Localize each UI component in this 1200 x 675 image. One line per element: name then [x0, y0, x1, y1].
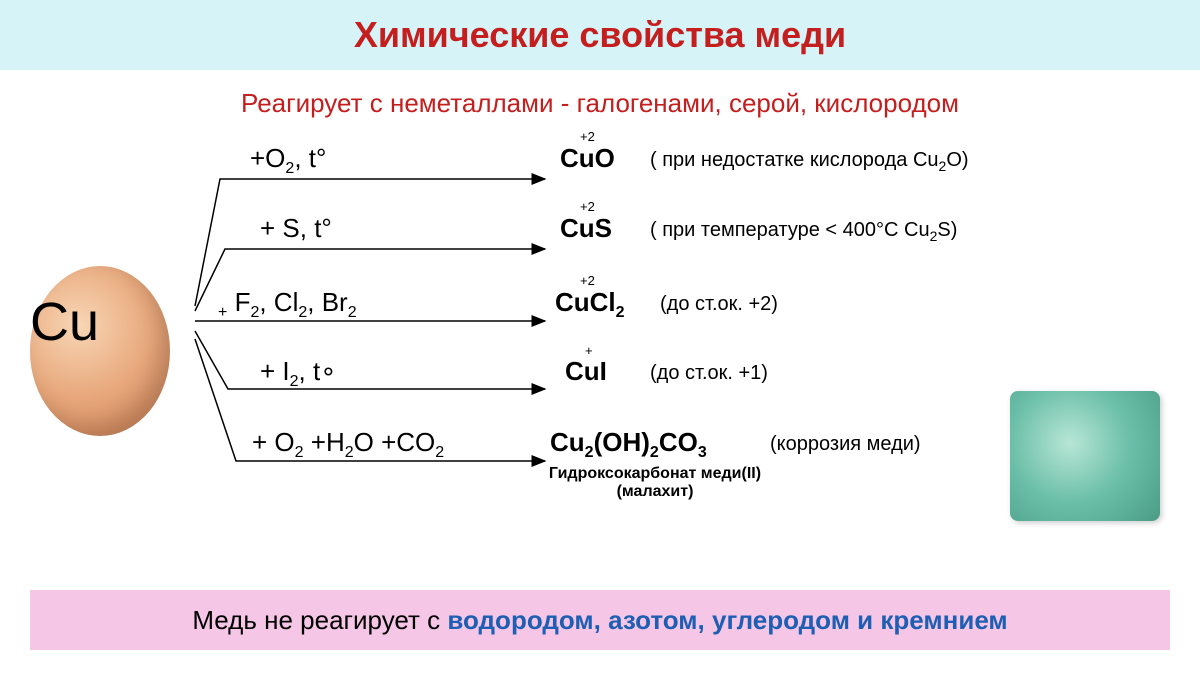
- diagram: Cu +O2, t°CuO+2( при недостатке кислород…: [0, 131, 1200, 571]
- element-symbol: Cu: [30, 291, 99, 353]
- bottom-text: Медь не реагирует с водородом, азотом, у…: [192, 605, 1007, 636]
- reagent-1: + S, t°: [260, 213, 332, 244]
- note-0: ( при недостатке кислорода Cu2O): [650, 149, 969, 174]
- product-1: CuS: [560, 213, 612, 244]
- oxidation-state-2: +2: [580, 273, 595, 288]
- note-2: (до ст.ок. +2): [660, 293, 778, 316]
- reagent-0: +O2, t°: [250, 143, 326, 178]
- product-2: CuCl2: [555, 287, 625, 322]
- subtitle: Реагирует с неметаллами - галогенами, се…: [0, 88, 1200, 119]
- product-0: CuO: [560, 143, 615, 174]
- oxidation-state-0: +2: [580, 129, 595, 144]
- oxidation-state-3: +: [585, 343, 593, 358]
- note-1: ( при температуре < 400°C Cu2S): [650, 219, 957, 244]
- title-bar: Химические свойства меди: [0, 0, 1200, 70]
- bottom-bar: Медь не реагирует с водородом, азотом, у…: [30, 590, 1170, 650]
- page-title: Химические свойства меди: [354, 14, 846, 56]
- reagent-2: + F2, Cl2, Br2: [218, 287, 357, 322]
- product-3: CuI: [565, 356, 607, 387]
- note-4: (коррозия меди): [770, 433, 921, 456]
- note-3: (до ст.ок. +1): [650, 362, 768, 385]
- product-sublabel: Гидроксокарбонат меди(II) (малахит): [545, 465, 765, 501]
- reagent-3: + I2, t∘: [260, 356, 337, 391]
- product-4: Cu2(OH)2CO3: [550, 427, 707, 462]
- oxidation-state-1: +2: [580, 199, 595, 214]
- reagent-4: + O2 +H2O +CO2: [252, 427, 444, 462]
- malachite-image: [1010, 391, 1160, 521]
